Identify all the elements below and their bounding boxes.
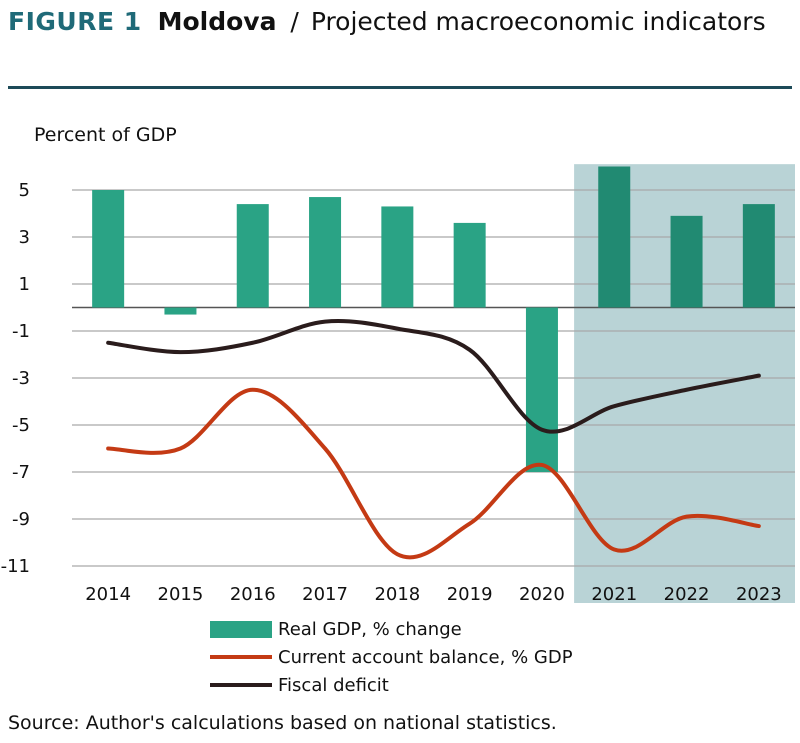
- y-tick-label: -1: [12, 321, 30, 342]
- x-tick-label: 2020: [519, 584, 565, 605]
- figure-subtitle: Projected macroeconomic indicators: [310, 7, 766, 36]
- bar-gdp: [598, 166, 631, 308]
- legend-item-current-account: Current account balance, % GDP: [210, 643, 573, 671]
- legend-swatch-current-account: [210, 655, 272, 659]
- x-tick-label: 2019: [447, 584, 493, 605]
- legend: Real GDP, % change Current account balan…: [210, 615, 573, 699]
- x-tick-label: 2014: [85, 584, 131, 605]
- x-tick-label: 2018: [374, 584, 420, 605]
- bar-gdp: [525, 307, 558, 472]
- x-tick-label: 2015: [158, 584, 204, 605]
- figure-title: FIGURE 1 Moldova / Projected macroeconom…: [8, 4, 766, 40]
- chart-area: 5 3 1 -1 -3 -5 -7 -9 -11 2014 2015 2016 2017 2018 2019…: [1, 164, 795, 605]
- bar-gdp: [742, 204, 775, 308]
- bar-gdp: [309, 197, 342, 308]
- bar-gdp: [164, 307, 197, 315]
- x-tick-label: 2021: [591, 584, 637, 605]
- legend-label-gdp: Real GDP, % change: [278, 618, 462, 640]
- bar-gdp: [92, 190, 125, 308]
- x-tick-label: 2017: [302, 584, 348, 605]
- figure-country: Moldova: [157, 7, 277, 36]
- line-current-account: [106, 387, 761, 560]
- legend-swatch-fiscal: [210, 683, 272, 687]
- bar-gdp: [236, 204, 269, 308]
- y-tick-label: -9: [12, 509, 30, 530]
- legend-item-fiscal: Fiscal deficit: [210, 671, 573, 699]
- source-note: Source: Author's calculations based on n…: [8, 712, 557, 734]
- y-tick-label: -5: [12, 415, 30, 436]
- line-fiscal-deficit: [106, 319, 761, 434]
- x-tick-label: 2016: [230, 584, 276, 605]
- y-tick-label: 1: [19, 274, 30, 295]
- bar-gdp: [453, 222, 486, 308]
- figure-label: FIGURE 1: [8, 7, 142, 36]
- y-tick-label: 5: [19, 180, 30, 201]
- y-tick-label: -7: [12, 462, 30, 483]
- legend-item-gdp: Real GDP, % change: [210, 615, 573, 643]
- title-separator: /: [290, 7, 299, 36]
- y-tick-label: -3: [12, 368, 30, 389]
- y-tick-label: -11: [1, 556, 30, 577]
- legend-label-current-account: Current account balance, % GDP: [278, 646, 573, 668]
- title-rule: [8, 86, 792, 89]
- bar-gdp: [381, 206, 414, 308]
- bar-gdp: [670, 215, 703, 308]
- x-tick-label: 2023: [736, 584, 782, 605]
- x-tick-label: 2022: [664, 584, 710, 605]
- y-tick-label: 3: [19, 227, 30, 248]
- y-axis-label: Percent of GDP: [34, 124, 177, 146]
- legend-swatch-gdp: [210, 620, 272, 638]
- legend-label-fiscal: Fiscal deficit: [278, 674, 389, 696]
